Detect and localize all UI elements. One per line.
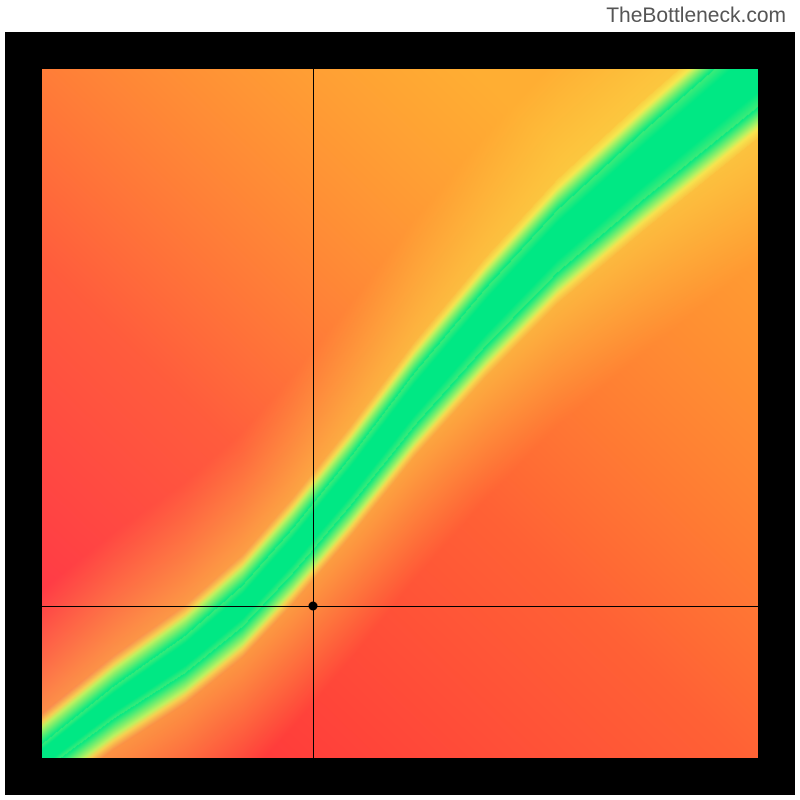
crosshair-marker [308,602,317,611]
crosshair-vertical [313,69,314,758]
watermark-text: TheBottleneck.com [606,4,786,28]
chart-container: TheBottleneck.com [0,0,800,800]
heatmap-canvas [42,69,758,758]
chart-frame [5,32,795,795]
crosshair-horizontal [42,606,758,607]
